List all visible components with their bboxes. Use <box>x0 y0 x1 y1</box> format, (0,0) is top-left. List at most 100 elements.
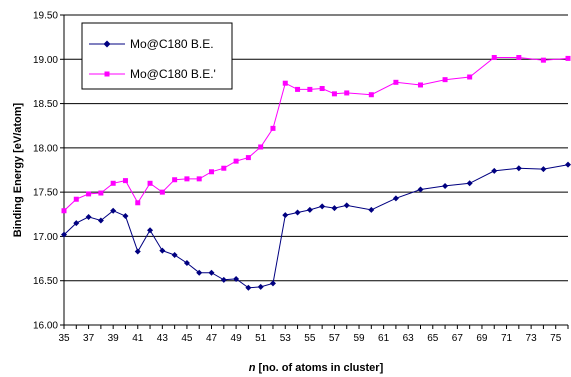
data-point <box>110 207 117 214</box>
data-point <box>565 55 571 61</box>
data-point <box>540 166 547 173</box>
data-point <box>491 55 497 61</box>
x-tick-label: 73 <box>526 333 538 344</box>
legend: Mo@C180 B.E. Mo@C180 B.E.' <box>81 22 233 90</box>
data-point <box>73 196 79 202</box>
series-2 <box>61 55 571 214</box>
x-tick-label: 37 <box>83 333 95 344</box>
data-point <box>442 182 449 189</box>
y-tick-label: 16.50 <box>33 276 58 287</box>
y-tick-labels: 16.00 16.50 17.00 17.50 18.00 18.50 19.00 19.50 <box>33 11 58 332</box>
data-point <box>159 247 166 254</box>
data-point <box>245 284 252 291</box>
data-point <box>122 213 129 220</box>
series-1 <box>61 161 571 291</box>
data-point <box>417 82 423 88</box>
data-point <box>294 209 301 216</box>
data-point <box>245 155 251 161</box>
y-tick-label: 17.00 <box>33 232 58 243</box>
data-point <box>258 144 264 150</box>
legend-label-2: Mo@C180 B.E.' <box>130 67 216 81</box>
data-point <box>319 86 325 92</box>
data-point <box>220 276 227 283</box>
data-point <box>270 125 276 131</box>
data-point <box>97 217 104 224</box>
x-axis-title-text: [no. of atoms in cluster] <box>256 362 384 374</box>
y-tick-label: 17.50 <box>33 188 58 199</box>
data-point <box>282 212 289 219</box>
data-point <box>73 220 80 227</box>
data-point <box>466 180 473 187</box>
x-tick-label: 35 <box>58 333 70 344</box>
x-tick-label: 47 <box>206 333 218 344</box>
x-axis-title-variable: n <box>249 362 256 374</box>
data-point <box>295 86 301 92</box>
x-tick-label: 71 <box>501 333 513 344</box>
x-tick-label: 75 <box>550 333 562 344</box>
y-tick-label: 18.50 <box>33 99 58 110</box>
data-point <box>331 205 338 212</box>
data-point <box>159 189 165 195</box>
axes <box>63 15 569 329</box>
y-tick-label: 19.00 <box>33 55 58 66</box>
data-point <box>98 190 104 196</box>
legend-box <box>81 22 233 90</box>
data-point <box>417 186 424 193</box>
x-tick-label: 39 <box>108 333 120 344</box>
data-point <box>307 86 313 92</box>
data-point <box>122 178 128 184</box>
data-point <box>61 231 67 238</box>
x-tick-label: 57 <box>329 333 341 344</box>
data-point <box>368 206 375 213</box>
x-tick-label: 65 <box>427 333 439 344</box>
data-point <box>565 161 571 168</box>
x-tick-label: 43 <box>157 333 169 344</box>
y-tick-label: 19.50 <box>33 11 58 22</box>
x-tick-label: 61 <box>378 333 390 344</box>
x-tick-label: 51 <box>255 333 267 344</box>
data-point <box>269 280 276 287</box>
data-point <box>233 275 240 282</box>
data-point <box>110 180 116 186</box>
series-layer <box>61 55 571 291</box>
data-point <box>393 79 399 85</box>
data-point <box>147 180 153 186</box>
data-point <box>147 227 154 234</box>
data-point <box>306 206 313 213</box>
data-point <box>86 191 92 197</box>
data-point <box>196 269 203 276</box>
x-tick-label: 67 <box>452 333 464 344</box>
data-point <box>257 283 264 290</box>
x-tick-label: 53 <box>280 333 292 344</box>
x-tick-label: 69 <box>476 333 488 344</box>
data-point <box>183 260 190 266</box>
data-point <box>516 55 522 61</box>
data-point <box>282 80 288 86</box>
legend-marker-2 <box>104 71 110 77</box>
legend-marker-1 <box>103 40 111 48</box>
data-point <box>209 169 215 175</box>
data-point <box>135 200 141 206</box>
x-tick-label: 63 <box>403 333 415 344</box>
data-point <box>85 213 92 220</box>
data-point <box>344 90 350 96</box>
data-point <box>343 202 350 209</box>
y-axis-title: Binding Energy [eV/atom] <box>12 102 24 237</box>
data-point <box>368 92 374 98</box>
data-point <box>331 91 337 97</box>
data-point <box>392 195 399 202</box>
data-point <box>515 165 522 172</box>
x-tick-label: 49 <box>231 333 243 344</box>
x-axis-title: n [no. of atoms in cluster] <box>249 362 384 374</box>
data-point <box>540 57 546 63</box>
data-point <box>442 77 448 83</box>
x-tick-label: 55 <box>304 333 316 344</box>
data-point <box>134 248 141 255</box>
x-tick-label: 41 <box>132 333 144 344</box>
data-point <box>233 158 239 164</box>
x-tick-label: 45 <box>181 333 193 344</box>
data-point <box>171 252 178 259</box>
data-point <box>467 74 473 80</box>
data-point <box>491 167 498 174</box>
